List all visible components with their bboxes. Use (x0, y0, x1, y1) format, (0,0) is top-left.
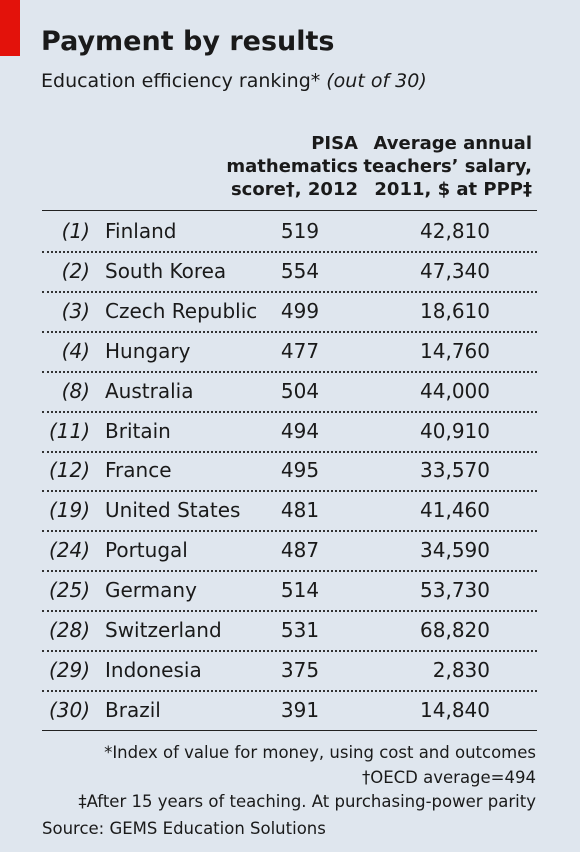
country: Germany (105, 578, 197, 603)
source: Source: GEMS Education Solutions (42, 819, 326, 838)
row-divider (42, 251, 537, 253)
row-divider (42, 530, 537, 533)
footnote: †OECD average=494 (362, 767, 536, 787)
rank: (29) (48, 657, 90, 682)
rank: (2) (61, 258, 90, 283)
pisa-score: 499 (280, 298, 320, 323)
salary: 68,820 (420, 618, 490, 642)
pisa-score: 494 (280, 418, 320, 443)
pisa-score: 504 (280, 378, 320, 403)
table-bottom-rule (42, 729, 537, 731)
row-divider (42, 370, 537, 373)
rank: (11) (48, 418, 90, 443)
row-divider (42, 689, 537, 692)
row-divider (42, 490, 537, 493)
row-divider (42, 650, 537, 652)
country: Finland (105, 219, 177, 243)
pisa-score: 519 (280, 219, 320, 243)
country: Indonesia (105, 657, 202, 682)
pisa-score: 554 (280, 258, 320, 283)
rank: (24) (48, 538, 90, 563)
country: Britain (105, 418, 171, 443)
salary: 18,610 (420, 298, 490, 323)
row-divider (42, 450, 537, 453)
column-header: Average annual teachers’ salary, 2011, $… (363, 133, 532, 200)
country: United States (105, 498, 241, 523)
row-divider (42, 570, 537, 573)
salary: 34,590 (420, 538, 490, 563)
salary: 44,000 (420, 378, 490, 403)
country: Portugal (105, 538, 188, 563)
subtitle-text: Education efficiency ranking* (41, 70, 321, 92)
rank: (19) (48, 498, 90, 523)
pisa-score: 495 (280, 458, 320, 483)
footnote: *Index of value for money, using cost an… (104, 743, 536, 762)
row-divider (42, 330, 537, 333)
country: Hungary (105, 338, 191, 363)
country: Australia (105, 378, 194, 403)
salary: 14,840 (420, 697, 490, 722)
country: France (105, 458, 172, 483)
salary: 2,830 (432, 657, 490, 682)
title: Payment by results (41, 26, 335, 57)
pisa-score: 487 (280, 538, 320, 563)
rank: (25) (48, 578, 90, 603)
country: South Korea (105, 258, 227, 283)
country: Switzerland (105, 618, 222, 642)
subtitle-note: (out of 30) (326, 70, 427, 92)
salary: 14,760 (420, 338, 490, 363)
rank: (28) (48, 618, 90, 642)
pisa-score: 514 (280, 578, 320, 603)
accent-bar (0, 0, 20, 56)
salary: 53,730 (420, 578, 490, 603)
rank: (3) (61, 298, 90, 323)
salary: 47,340 (420, 258, 490, 283)
salary: 42,810 (420, 219, 490, 243)
footnote: ‡After 15 years of teaching. At purchasi… (78, 792, 536, 811)
column-header: PISA mathematics score†, 2012 (226, 133, 358, 200)
pisa-score: 477 (280, 338, 320, 363)
row-divider (42, 410, 537, 413)
row-divider (42, 610, 537, 613)
pisa-score: 531 (280, 618, 320, 642)
pisa-score: 391 (280, 697, 320, 722)
salary: 40,910 (420, 418, 490, 443)
salary: 41,460 (420, 498, 490, 523)
subtitle: Education efficiency ranking* (out of 30) (41, 70, 427, 92)
country: Brazil (105, 697, 161, 722)
rank: (12) (48, 458, 90, 483)
rank: (4) (61, 338, 90, 363)
pisa-score: 481 (280, 498, 320, 523)
row-divider (42, 290, 537, 293)
salary: 33,570 (420, 458, 490, 483)
rank: (30) (48, 697, 90, 722)
rank: (1) (61, 219, 90, 243)
rank: (8) (61, 378, 90, 403)
pisa-score: 375 (280, 657, 320, 682)
header-rule (42, 210, 537, 211)
country: Czech Republic (105, 298, 258, 323)
